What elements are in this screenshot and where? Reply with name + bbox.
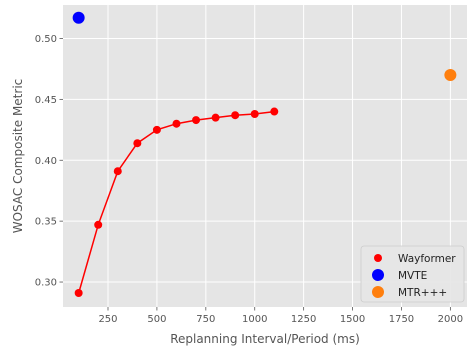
legend-box <box>360 245 465 303</box>
wayformer-point <box>250 109 259 118</box>
wayformer-point <box>113 167 122 176</box>
wayformer-point <box>211 113 220 122</box>
wayformer-point <box>74 288 83 297</box>
x-axis-label: Replanning Interval/Period (ms) <box>170 332 360 346</box>
x-tick-label: 750 <box>196 314 215 325</box>
wayformer-point <box>231 111 240 120</box>
legend-marker-wayformer <box>374 254 382 262</box>
x-tick-label: 250 <box>98 314 117 325</box>
x-tick-label: 2000 <box>438 314 463 325</box>
wayformer-point <box>192 116 201 125</box>
legend-label-mtr: MTR+++ <box>398 287 447 299</box>
y-axis-label: WOSAC Composite Metric <box>11 79 25 234</box>
mvte-point <box>72 11 85 24</box>
wayformer-point <box>152 125 161 134</box>
x-tick-label: 1000 <box>242 314 267 325</box>
y-tick-label: 0.40 <box>35 156 57 167</box>
wayformer-point <box>270 107 279 116</box>
legend-label-mvte: MVTE <box>398 270 427 282</box>
y-tick-label: 0.45 <box>35 95 57 106</box>
x-tick-label: 1500 <box>340 314 365 325</box>
legend-marker-mvte <box>372 269 384 281</box>
x-tick-label: 1750 <box>389 314 414 325</box>
grid-lines <box>63 5 467 307</box>
y-tick-label: 0.30 <box>35 278 57 289</box>
legend: Wayformer MVTE MTR+++ <box>360 245 465 303</box>
axis-ticks: 250 500 750 1000 1250 1500 1750 2000 0.30 0.35 0.4… <box>35 34 463 325</box>
wayformer-point <box>133 139 142 148</box>
y-tick-label: 0.35 <box>35 217 57 228</box>
data-series <box>72 11 457 297</box>
x-tick-label: 1250 <box>291 314 316 325</box>
legend-label-wayformer: Wayformer <box>398 253 456 265</box>
wayformer-point <box>94 220 103 229</box>
mtr-point <box>444 69 457 82</box>
wayformer-point <box>172 119 181 128</box>
y-tick-label: 0.50 <box>35 34 57 45</box>
x-tick-label: 500 <box>147 314 166 325</box>
legend-marker-mtr <box>372 286 384 298</box>
